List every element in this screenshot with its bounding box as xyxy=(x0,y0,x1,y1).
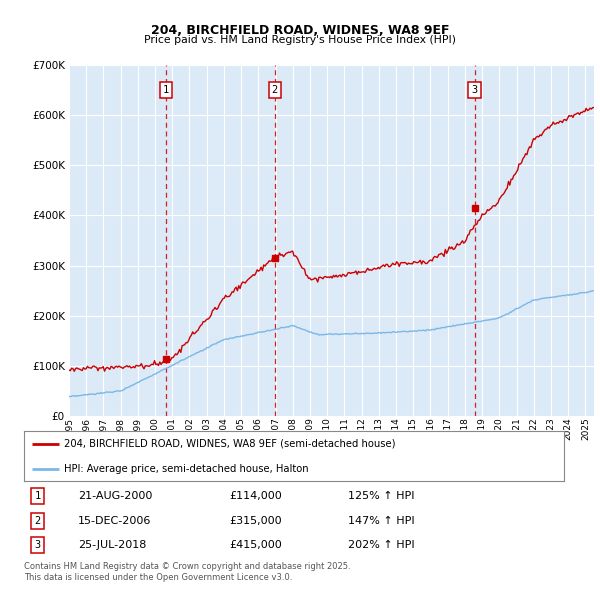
Text: HPI: Average price, semi-detached house, Halton: HPI: Average price, semi-detached house,… xyxy=(65,464,309,474)
Text: 125% ↑ HPI: 125% ↑ HPI xyxy=(348,491,415,502)
Text: Contains HM Land Registry data © Crown copyright and database right 2025.
This d: Contains HM Land Registry data © Crown c… xyxy=(24,562,350,582)
Text: £114,000: £114,000 xyxy=(229,491,282,502)
Text: 25-JUL-2018: 25-JUL-2018 xyxy=(78,540,146,550)
Text: 3: 3 xyxy=(472,85,478,95)
Text: 2: 2 xyxy=(272,85,278,95)
Text: 204, BIRCHFIELD ROAD, WIDNES, WA8 9EF (semi-detached house): 204, BIRCHFIELD ROAD, WIDNES, WA8 9EF (s… xyxy=(65,439,396,449)
Text: £315,000: £315,000 xyxy=(229,516,282,526)
Text: 202% ↑ HPI: 202% ↑ HPI xyxy=(348,540,415,550)
Text: £415,000: £415,000 xyxy=(229,540,282,550)
Text: 1: 1 xyxy=(34,491,41,502)
Text: 3: 3 xyxy=(34,540,41,550)
Text: Price paid vs. HM Land Registry's House Price Index (HPI): Price paid vs. HM Land Registry's House … xyxy=(144,35,456,45)
Text: 1: 1 xyxy=(163,85,169,95)
Text: 21-AUG-2000: 21-AUG-2000 xyxy=(78,491,152,502)
Text: 15-DEC-2006: 15-DEC-2006 xyxy=(78,516,151,526)
Text: 147% ↑ HPI: 147% ↑ HPI xyxy=(348,516,415,526)
Text: 2: 2 xyxy=(34,516,41,526)
Text: 204, BIRCHFIELD ROAD, WIDNES, WA8 9EF: 204, BIRCHFIELD ROAD, WIDNES, WA8 9EF xyxy=(151,24,449,37)
